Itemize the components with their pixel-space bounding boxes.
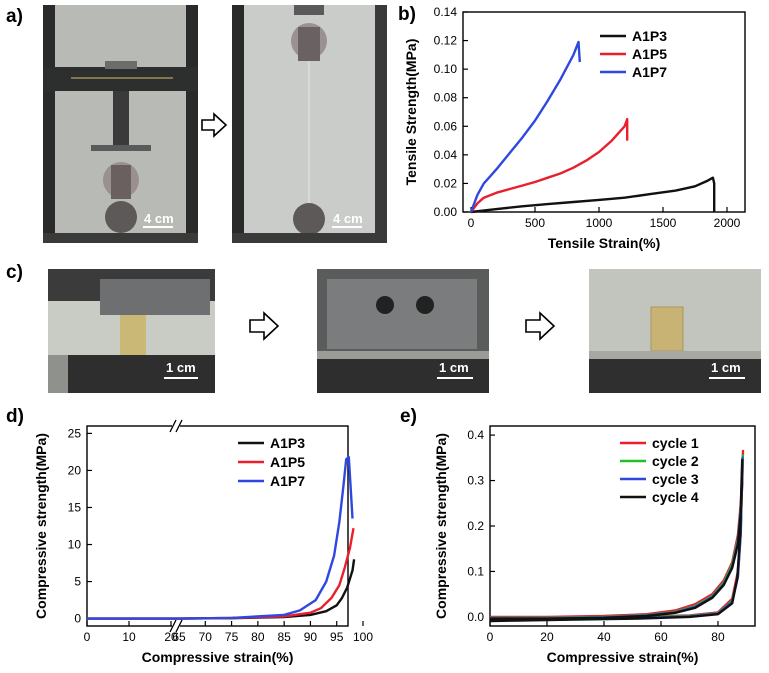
legend-label: cycle 1	[652, 435, 699, 451]
compressive-chart-cycles: 0.0 0.1 0.2 0.3 0.4 0 20 40 60 80 Compressive stra…	[433, 425, 756, 665]
legend-label: A1P7	[632, 64, 667, 80]
series-line-a1p7	[469, 40, 581, 213]
legend-label: cycle 2	[652, 453, 699, 469]
legend-label: A1P3	[632, 28, 667, 44]
x-tick-label: 95	[330, 630, 344, 644]
plot-frame	[86, 425, 349, 627]
y-tick-label: 0.0	[467, 610, 484, 624]
axis-break-gap-bottom	[172, 621, 180, 631]
y-tick-label: 5	[74, 575, 81, 589]
y-tick-label: 10	[68, 538, 82, 552]
arrow-right-icon	[201, 112, 228, 138]
y-tick-label: 0.06	[434, 119, 458, 133]
series-line-a1p5	[87, 527, 355, 620]
panel-label-a: a)	[6, 6, 23, 27]
plot-frame	[462, 11, 746, 213]
scale-label-a2: 4 cm	[333, 211, 363, 226]
series-line-a1p3	[470, 176, 716, 214]
arrow-right-icon	[525, 311, 556, 341]
series-line-a1p3	[87, 559, 356, 620]
series-line-a1p5	[470, 117, 629, 213]
scale-label-c1: 1 cm	[166, 360, 196, 375]
y-tick-label: 25	[68, 426, 82, 440]
legend-label: A1P5	[632, 46, 667, 62]
series-line-cycle-3	[489, 456, 744, 622]
y-tick-label: 0.08	[434, 91, 458, 105]
x-tick-label: 100	[353, 630, 373, 644]
y-axis-label: Compressive strength(MPa)	[33, 433, 49, 619]
panel-label-b: b)	[398, 4, 416, 25]
y-axis-label: Compressive strength(MPa)	[433, 433, 449, 619]
legend-label: cycle 4	[652, 489, 699, 505]
y-tick-label: 0.1	[467, 564, 484, 578]
x-tick-label: 0	[468, 216, 475, 230]
x-tick-label: 0	[84, 630, 91, 644]
series-line-cycle-1	[489, 449, 745, 621]
x-tick-label: 1000	[586, 216, 613, 230]
series-line-cycle-4	[489, 458, 744, 623]
x-tick-label: 40	[597, 630, 611, 644]
tensile-photo-before: 4 cm	[43, 5, 198, 243]
axis-break-mark	[175, 619, 183, 633]
y-tick-label: 0.02	[434, 176, 458, 190]
y-tick-label: 0	[74, 612, 81, 626]
scale-label-a1: 4 cm	[144, 211, 174, 226]
x-tick-label: 20	[540, 630, 554, 644]
tensile-chart: 0.00 0.02 0.04 0.06 0.08 0.10 0.12 0.14 0 500 1000…	[403, 5, 746, 251]
x-tick-label: 75	[225, 630, 239, 644]
tensile-photo-after: 4 cm	[232, 5, 387, 243]
scale-label-c3: 1 cm	[711, 360, 741, 375]
y-tick-label: 0.4	[467, 428, 484, 442]
x-axis-label: Compressive strain(%)	[547, 649, 699, 665]
y-tick-label: 0.2	[467, 519, 484, 533]
x-tick-label: 80	[251, 630, 265, 644]
axis-break-mark	[175, 419, 183, 433]
x-tick-label: 60	[654, 630, 668, 644]
x-tick-label: 2000	[714, 216, 741, 230]
series-line-cycle-2	[489, 454, 744, 622]
y-tick-label: 0.10	[434, 62, 458, 76]
y-axis-label: Tensile Strength(MPa)	[403, 39, 419, 186]
legend-label: A1P7	[270, 473, 305, 489]
x-tick-label: 10	[122, 630, 136, 644]
legend-label: A1P5	[270, 454, 305, 470]
y-tick-label: 20	[68, 463, 82, 477]
x-axis-label: Compressive strain(%)	[142, 649, 294, 665]
y-tick-label: 15	[68, 500, 82, 514]
x-tick-label: 65	[172, 630, 186, 644]
x-axis-label: Tensile Strain(%)	[548, 235, 661, 251]
panel-label-c: c)	[6, 262, 23, 283]
scale-label-c2: 1 cm	[439, 360, 469, 375]
legend-label: cycle 3	[652, 471, 699, 487]
compression-photo-2: 1 cm	[317, 269, 489, 393]
legend-label: A1P3	[270, 435, 305, 451]
x-tick-label: 85	[277, 630, 291, 644]
y-tick-label: 0.12	[434, 34, 458, 48]
panel-label-e: e)	[400, 406, 417, 427]
axis-break-mark	[169, 419, 177, 433]
x-tick-label: 0	[487, 630, 494, 644]
compression-photo-1: 1 cm	[48, 269, 215, 393]
x-tick-label: 1500	[650, 216, 677, 230]
y-tick-label: 0.04	[434, 148, 458, 162]
panel-label-d: d)	[6, 406, 24, 427]
axis-break-mark	[169, 619, 177, 633]
arrow-right-icon	[249, 311, 280, 341]
x-tick-label: 80	[711, 630, 725, 644]
compression-photo-3: 1 cm	[589, 269, 761, 393]
y-tick-label: 0.3	[467, 474, 484, 488]
x-tick-label: 70	[199, 630, 213, 644]
series-line-a1p7	[87, 455, 354, 620]
y-tick-label: 0.14	[434, 5, 458, 19]
x-tick-label: 20	[164, 630, 178, 644]
axis-break-gap-top	[172, 421, 180, 431]
x-tick-label: 500	[525, 216, 545, 230]
y-tick-label: 0.00	[434, 205, 458, 219]
x-tick-label: 90	[304, 630, 318, 644]
